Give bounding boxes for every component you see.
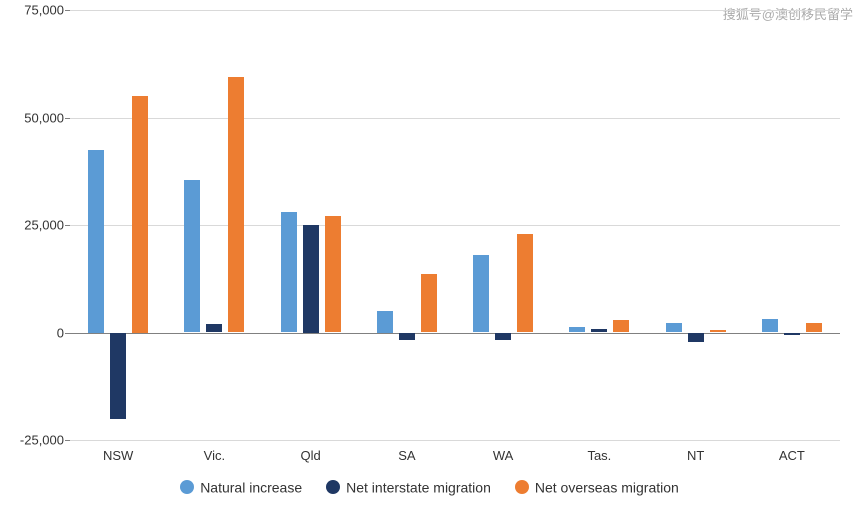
legend-item: Net overseas migration [515, 478, 679, 495]
bar [303, 225, 319, 333]
legend-marker-icon [326, 480, 340, 494]
legend-label: Natural increase [200, 479, 302, 495]
legend-label: Net interstate migration [346, 479, 491, 495]
legend: Natural increase Net interstate migration… [0, 478, 859, 495]
x-axis-label: SA [398, 448, 415, 463]
bar [613, 320, 629, 333]
bar [228, 77, 244, 333]
bar [184, 180, 200, 333]
y-axis-label: 50,000 [24, 110, 64, 125]
bar [377, 311, 393, 333]
bar [806, 323, 822, 332]
bar [666, 323, 682, 332]
y-tick [65, 225, 70, 226]
bar [325, 216, 341, 332]
gridline [70, 118, 840, 119]
bar [710, 330, 726, 332]
x-axis-label: Qld [301, 448, 321, 463]
bar [569, 327, 585, 332]
x-axis-label: NSW [103, 448, 133, 463]
x-axis-label: Vic. [204, 448, 225, 463]
y-tick [65, 118, 70, 119]
bar [281, 212, 297, 332]
population-components-chart: 搜狐号@澳创移民留学 -25,000 0 25,000 50,000 75,000 NSW… [0, 0, 859, 510]
gridline [70, 440, 840, 441]
y-axis-label: 75,000 [24, 3, 64, 18]
y-axis-label: 0 [57, 325, 64, 340]
x-axis-label: NT [687, 448, 704, 463]
y-tick [65, 440, 70, 441]
bar [132, 96, 148, 333]
bar [421, 274, 437, 332]
bar [473, 255, 489, 332]
gridline [70, 10, 840, 11]
watermark-text: 搜狐号@澳创移民留学 [723, 4, 853, 23]
y-tick [65, 10, 70, 11]
x-axis-label: ACT [779, 448, 805, 463]
bar [517, 234, 533, 333]
legend-item: Net interstate migration [326, 478, 491, 495]
bar [762, 319, 778, 333]
zero-axis-line [70, 333, 840, 334]
y-axis-label: -25,000 [20, 433, 64, 448]
x-axis-label: Tas. [587, 448, 611, 463]
bar [88, 150, 104, 333]
bar [206, 324, 222, 333]
bar [688, 333, 704, 342]
bar [591, 329, 607, 332]
bar [495, 333, 511, 341]
legend-marker-icon [180, 480, 194, 494]
x-axis-label: WA [493, 448, 513, 463]
y-axis-label: 25,000 [24, 218, 64, 233]
bar [399, 333, 415, 341]
bar [110, 333, 126, 419]
legend-label: Net overseas migration [535, 479, 679, 495]
legend-marker-icon [515, 480, 529, 494]
legend-item: Natural increase [180, 478, 302, 495]
bar [784, 333, 800, 335]
